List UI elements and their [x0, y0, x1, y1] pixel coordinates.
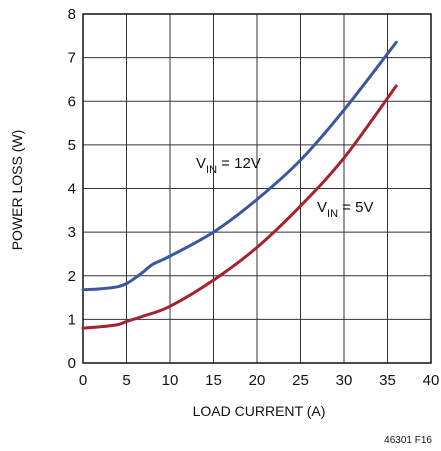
y-tick-label: 8: [68, 6, 76, 23]
x-tick-label: 10: [162, 372, 179, 389]
y-tick-label: 3: [68, 224, 76, 241]
y-tick-label: 6: [68, 93, 76, 110]
series-label-subscript: IN: [327, 208, 338, 220]
series-label-main: V: [196, 155, 206, 172]
x-tick-label: 40: [423, 372, 440, 389]
series-label-rest: = 5V: [338, 199, 373, 216]
y-tick-label: 1: [68, 311, 76, 328]
x-tick-label: 15: [205, 372, 222, 389]
x-tick-labels: 0 5 10 15 20 25 30 35 40: [79, 372, 440, 389]
x-tick-label: 35: [379, 372, 396, 389]
series-label-vin-12v: VIN = 12V: [196, 155, 261, 176]
x-axis-label: LOAD CURRENT (A): [193, 403, 326, 419]
y-tick-label: 0: [68, 355, 76, 372]
y-tick-labels: 0 1 2 3 4 5 6 7 8: [68, 6, 76, 372]
x-tick-label: 20: [249, 372, 266, 389]
series-line-vin-12v: [81, 40, 398, 292]
series-lines: [81, 40, 398, 330]
figure-id: 46301 F16: [384, 435, 432, 446]
series-label-rest: = 12V: [217, 155, 261, 172]
plot-border: [82, 13, 432, 364]
series-line-vin-5v: [81, 84, 398, 330]
series-label-subscript: IN: [206, 164, 217, 176]
x-tick-label: 5: [122, 372, 130, 389]
grid: [83, 14, 431, 363]
plot-frame: [82, 13, 432, 364]
x-tick-label: 25: [292, 372, 309, 389]
y-tick-label: 4: [68, 181, 76, 198]
series-label-main: V: [317, 199, 327, 216]
y-tick-label: 5: [68, 137, 76, 154]
y-tick-label: 2: [68, 268, 76, 285]
y-axis-label: POWER LOSS (W): [9, 130, 25, 251]
x-tick-label: 0: [79, 372, 87, 389]
y-tick-label: 7: [68, 50, 76, 67]
series-label-vin-5v: VIN = 5V: [317, 199, 373, 220]
x-tick-label: 30: [336, 372, 353, 389]
